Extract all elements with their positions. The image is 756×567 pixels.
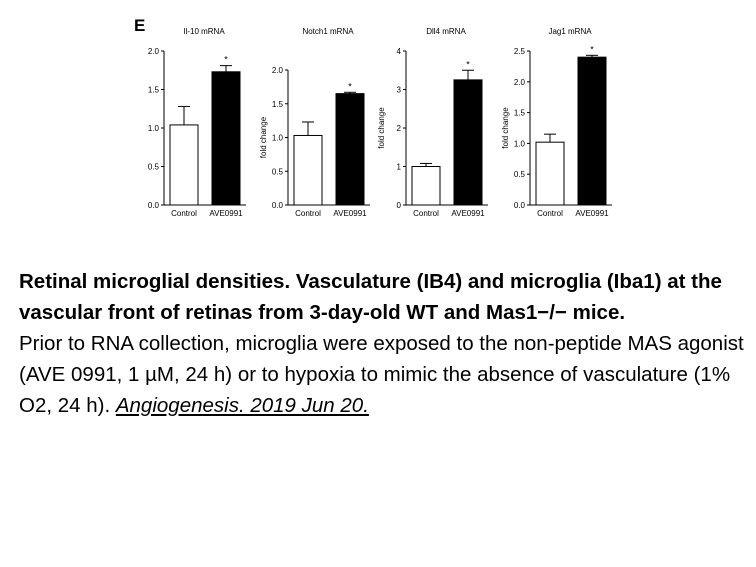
y-tick-label: 2.5 xyxy=(514,47,526,56)
chart-svg: Jag1 mRNA fold change 0.0 0.5 1.0 1.5 2.0 2.5 Co… xyxy=(501,27,612,218)
chart-il10: Il-10 mRNA 0.0 0.5 1.0 1.5 2.0 Control * AVE0991 xyxy=(134,20,254,230)
chart-title: Notch1 mRNA xyxy=(302,27,354,36)
y-tick-label: 4 xyxy=(397,47,402,56)
bar-ave0991 xyxy=(577,56,607,206)
y-tick-label: 1.5 xyxy=(148,86,160,95)
y-tick-label: 1.5 xyxy=(272,100,284,109)
bar-ave0991 xyxy=(453,79,483,206)
bar-control xyxy=(411,166,441,206)
chart-title: Dll4 mRNA xyxy=(426,27,466,36)
caption-body: Prior to RNA collection, microglia were … xyxy=(19,332,744,417)
chart-title: Jag1 mRNA xyxy=(548,27,592,36)
y-tick-label: 1.0 xyxy=(148,124,160,133)
bar-control xyxy=(535,141,565,206)
chart-svg: Notch1 mRNA fold change 0.0 0.5 1.0 1.5 2.0 Con… xyxy=(259,27,370,218)
significance-marker: * xyxy=(590,44,594,54)
chart-svg: Il-10 mRNA 0.0 0.5 1.0 1.5 2.0 Control * AVE0991 xyxy=(148,27,246,218)
chart-jag1: Jag1 mRNA fold change 0.0 0.5 1.0 1.5 2.0 2.5 Co… xyxy=(500,20,620,230)
bar-control xyxy=(293,134,323,206)
panel-label: E xyxy=(134,16,146,35)
y-tick-label: 1.5 xyxy=(514,109,526,118)
y-tick-label: 1.0 xyxy=(514,139,526,148)
significance-marker: * xyxy=(224,55,228,65)
x-tick-label: AVE0991 xyxy=(575,209,609,218)
figure-caption: Retinal microglial densities. Vasculatur… xyxy=(19,266,749,421)
y-tick-label: 0.0 xyxy=(148,201,160,210)
y-tick-label: 0.0 xyxy=(272,201,284,210)
chart-svg: Dll4 mRNA fold change 0 1 2 3 4 Control * AVE0991 xyxy=(377,27,488,218)
y-tick-label: 2.0 xyxy=(272,66,284,75)
y-tick-label: 2 xyxy=(397,124,402,133)
chart-dll4: Dll4 mRNA fold change 0 1 2 3 4 Control * AVE0991 xyxy=(376,20,496,230)
y-tick-label: 2.0 xyxy=(148,47,160,56)
y-tick-label: 0.5 xyxy=(514,170,526,179)
x-tick-label: Control xyxy=(413,209,439,218)
y-axis-label: fold change xyxy=(259,116,268,158)
x-tick-label: AVE0991 xyxy=(333,209,367,218)
x-tick-label: Control xyxy=(537,209,563,218)
x-tick-label: AVE0991 xyxy=(209,209,243,218)
significance-marker: * xyxy=(466,59,470,69)
y-axis-label: fold change xyxy=(377,107,386,149)
y-axis-label: fold change xyxy=(501,107,510,149)
y-tick-label: 0.5 xyxy=(148,163,160,172)
y-tick-label: 0 xyxy=(397,201,402,210)
bar-control xyxy=(169,124,199,206)
y-tick-label: 1 xyxy=(397,163,402,172)
citation-link[interactable]: Angiogenesis. 2019 Jun 20. xyxy=(115,394,369,417)
x-tick-label: AVE0991 xyxy=(451,209,485,218)
bar-ave0991 xyxy=(211,71,241,206)
x-tick-label: Control xyxy=(295,209,321,218)
y-tick-label: 0.5 xyxy=(272,167,284,176)
y-tick-label: 3 xyxy=(397,86,402,95)
bar-ave0991 xyxy=(335,93,365,206)
significance-marker: * xyxy=(348,81,352,91)
chart-title: Il-10 mRNA xyxy=(183,27,225,36)
y-tick-label: 2.0 xyxy=(514,78,526,87)
y-tick-label: 0.0 xyxy=(514,201,526,210)
caption-title: Retinal microglial densities. Vasculatur… xyxy=(19,270,722,324)
chart-notch1: Notch1 mRNA fold change 0.0 0.5 1.0 1.5 2.0 Con… xyxy=(258,20,378,230)
y-tick-label: 1.0 xyxy=(272,134,284,143)
x-tick-label: Control xyxy=(171,209,197,218)
